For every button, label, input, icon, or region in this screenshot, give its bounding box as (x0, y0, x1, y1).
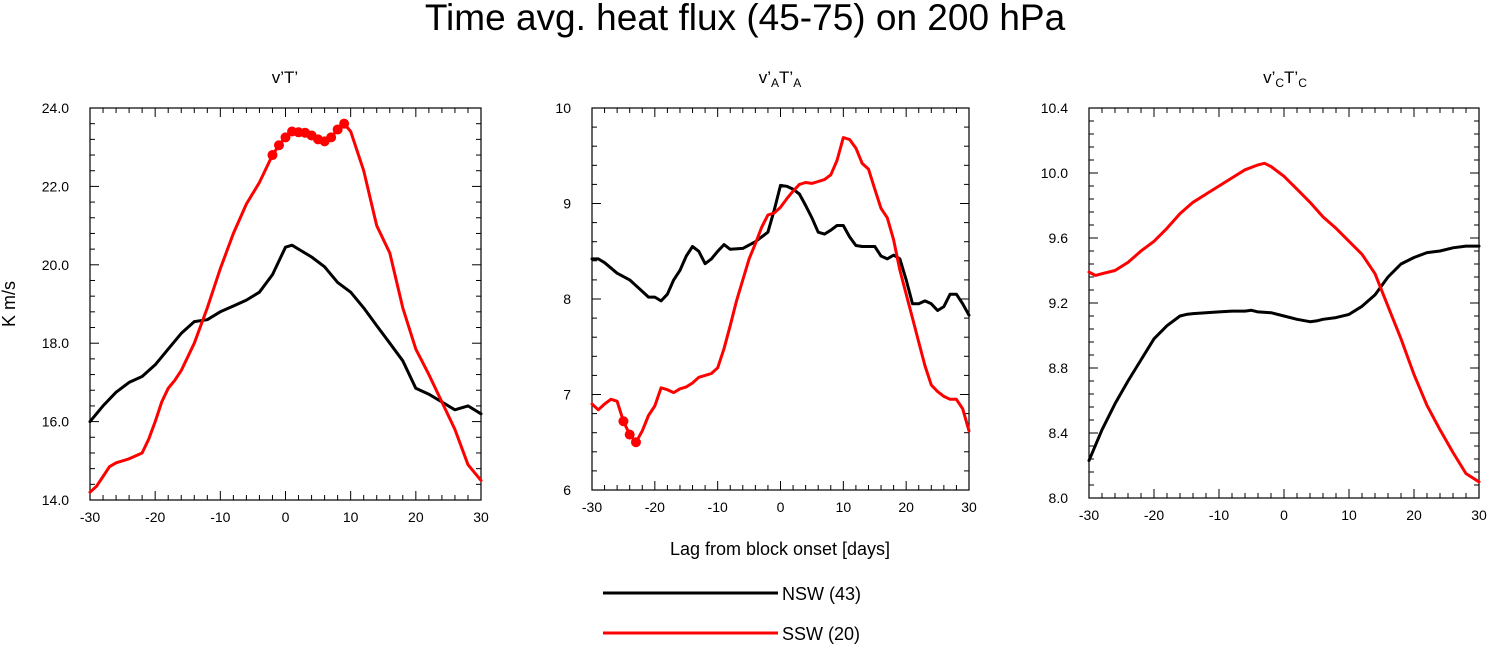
panel-1-plot: -30 -20 -10 0 10 20 30 14.0 16.0 18.0 20.0 22.0 24.0 (42, 100, 489, 525)
y-tick-label: 16.0 (42, 414, 69, 430)
series-line-nsw (88, 243, 483, 424)
significance-marker (280, 132, 291, 143)
x-tick-label: -20 (145, 509, 165, 525)
significance-marker (332, 124, 343, 135)
panel-2-plot: -30 -20 -10 0 10 20 30 6 7 8 9 10 (555, 100, 977, 515)
x-tick-label: 30 (1471, 507, 1487, 523)
x-tick-label: -30 (80, 509, 100, 525)
y-tick-label: 6 (563, 482, 571, 498)
panel-1-title: v’T’ (272, 68, 298, 87)
x-tick-label: -20 (645, 499, 665, 515)
panel-1: v’T’ -30 -20 -10 0 10 20 30 14.0 16.0 18.0 20.0 22.… (42, 68, 489, 525)
y-tick-label: 8.0 (1049, 490, 1069, 506)
y-tick-label: 20.0 (42, 257, 69, 273)
series-line-nsw (590, 183, 971, 317)
y-tick-label: 8.4 (1049, 425, 1069, 441)
x-tick-label: 30 (473, 509, 489, 525)
significance-marker (630, 437, 641, 448)
significance-marker (624, 429, 635, 440)
y-tick-label: 10.4 (1041, 100, 1068, 116)
series-line-nsw (1087, 244, 1481, 463)
x-tick-label: -10 (708, 499, 728, 515)
x-tick-label: 0 (777, 499, 785, 515)
y-tick-label: 9.6 (1049, 230, 1069, 246)
x-tick-label: -30 (582, 499, 602, 515)
x-tick-label: -30 (1079, 507, 1099, 523)
y-tick-label: 8.8 (1049, 360, 1069, 376)
panel-3: v’CT’C -30 -20 -10 0 10 20 30 8.0 8.4 8.8 9.2 9.6 10… (1041, 68, 1487, 523)
y-axis-title: K m/s (0, 281, 19, 327)
y-tick-label: 8 (563, 291, 571, 307)
panel-3-title: v’CT’C (1263, 68, 1307, 90)
legend-label-nsw: NSW (43) (782, 584, 861, 604)
x-tick-label: 10 (836, 499, 852, 515)
x-axis-title: Lag from block onset [days] (670, 539, 890, 559)
panel-2: v’AT’A -30 -20 -10 0 10 20 30 6 7 8 9 10 (555, 68, 977, 515)
y-tick-label: 10.0 (1041, 165, 1068, 181)
legend: NSW (43) SSW (20) (603, 584, 861, 644)
y-tick-label: 22.0 (42, 178, 69, 194)
y-tick-label: 14.0 (42, 492, 69, 508)
x-tick-label: 20 (898, 499, 914, 515)
series-line-ssw (590, 136, 971, 444)
x-tick-label: -10 (1209, 507, 1229, 523)
series-line-ssw (1087, 161, 1481, 484)
legend-label-ssw: SSW (20) (782, 624, 860, 644)
plot-frame (1088, 107, 1480, 499)
significance-marker (267, 150, 278, 161)
x-tick-label: 0 (282, 509, 290, 525)
x-tick-label: 0 (1280, 507, 1288, 523)
x-tick-label: 10 (1341, 507, 1357, 523)
x-tick-label: -10 (210, 509, 230, 525)
y-tick-label: 7 (563, 387, 571, 403)
y-tick-label: 24.0 (42, 100, 69, 116)
significance-marker (618, 416, 629, 427)
panel-2-title: v’AT’A (759, 68, 801, 90)
significance-marker (326, 132, 337, 143)
x-tick-label: 20 (1406, 507, 1422, 523)
y-tick-label: 10 (555, 100, 571, 116)
series-line-ssw (88, 122, 483, 494)
significance-marker (273, 140, 284, 151)
x-tick-label: 10 (343, 509, 359, 525)
panel-3-plot: -30 -20 -10 0 10 20 30 8.0 8.4 8.8 9.2 9.6 10.0 10.4 (1041, 100, 1487, 523)
significance-marker (339, 118, 350, 129)
y-tick-label: 9 (563, 196, 571, 212)
y-tick-label: 9.2 (1049, 295, 1069, 311)
x-tick-label: -20 (1144, 507, 1164, 523)
figure-title: Time avg. heat flux (45-75) on 200 hPa (425, 0, 1066, 38)
x-tick-label: 20 (408, 509, 424, 525)
x-tick-label: 30 (961, 499, 977, 515)
y-tick-label: 18.0 (42, 335, 69, 351)
